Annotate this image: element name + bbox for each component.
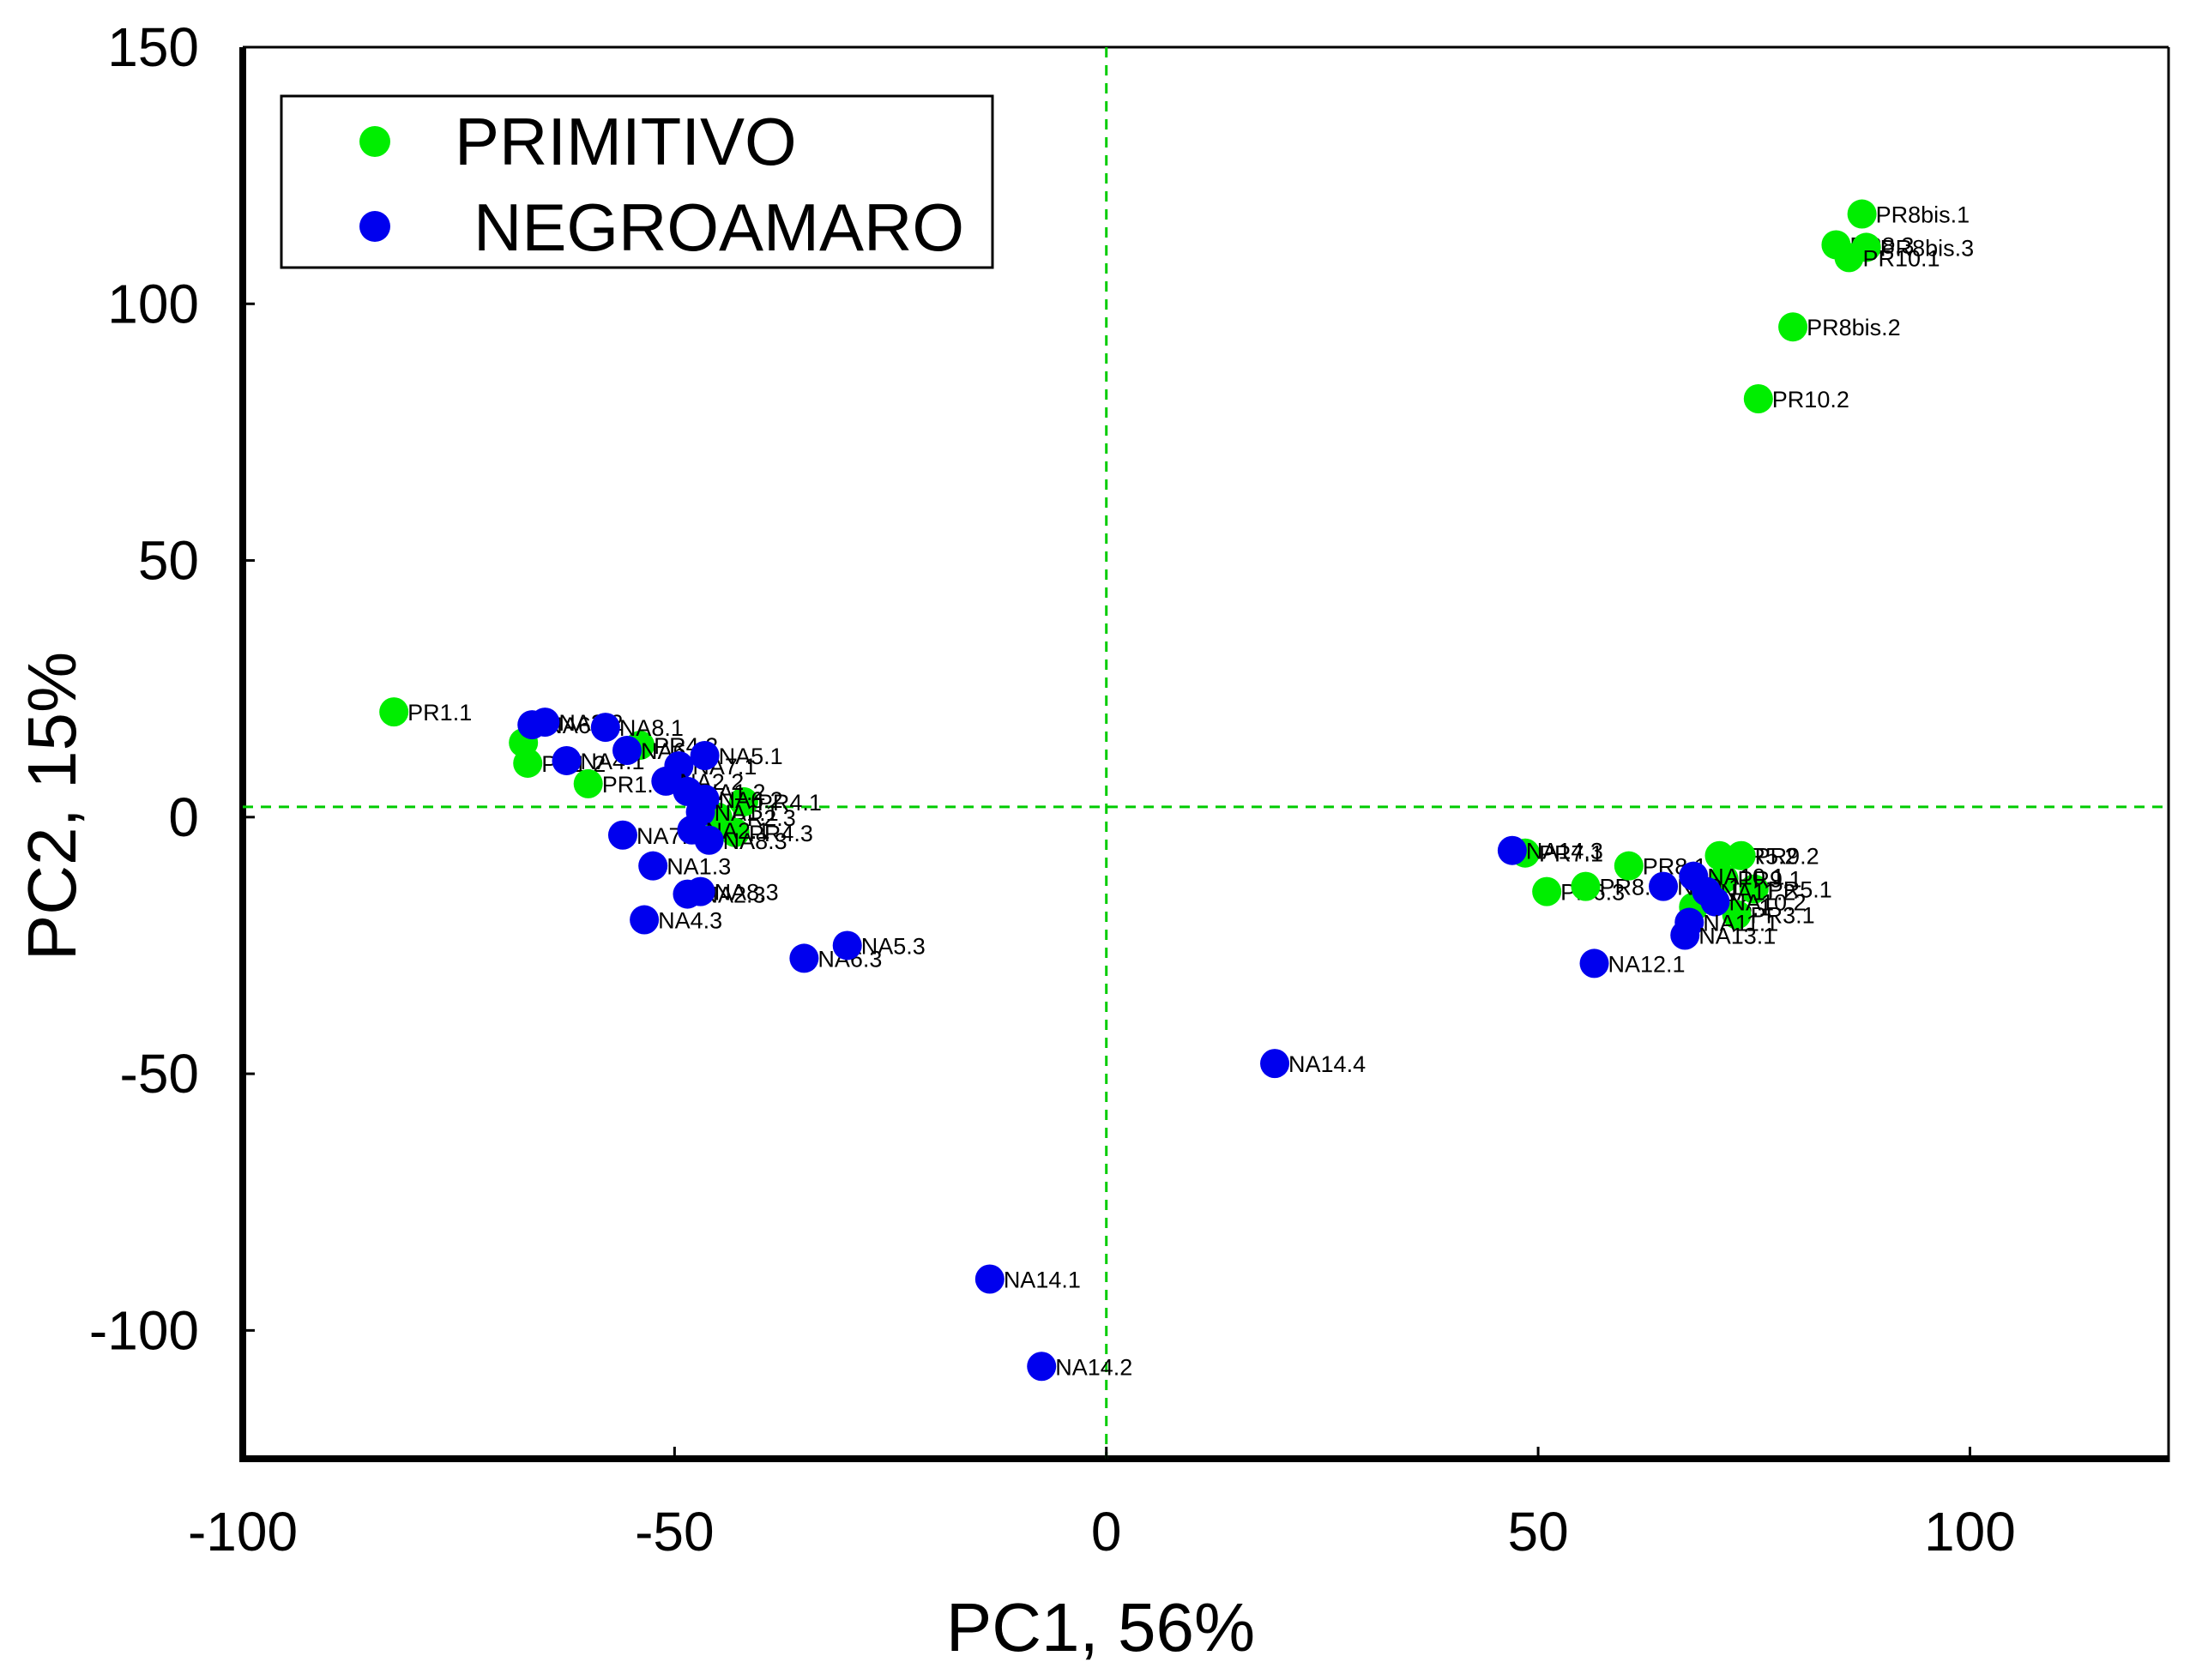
data-points: PR1.1PR1.2PR1.3PR4.2PR2.3PR4.3PR4.1PR8bi… [379, 199, 1975, 1382]
point-primitivo [1778, 312, 1808, 342]
point-label-negroamaro: NA6.2 [719, 787, 783, 813]
point-negroamaro [694, 825, 724, 855]
point-primitivo [1739, 874, 1769, 904]
point-label-negroamaro: NA8.3 [715, 880, 779, 906]
x-tick-label: 0 [1091, 1501, 1122, 1563]
point-primitivo [1726, 840, 1756, 870]
point-negroamaro [789, 943, 819, 973]
point-label-negroamaro: NA12.1 [1608, 951, 1686, 977]
point-primitivo [728, 786, 758, 816]
point-primitivo [1743, 384, 1773, 414]
point-negroamaro [974, 1264, 1005, 1294]
point-label-primitivo: PR9.1 [1738, 867, 1802, 893]
point-label-negroamaro: NA14.4 [1288, 1051, 1366, 1077]
point-label-negroamaro: NA13.1 [1698, 923, 1776, 948]
point-label-primitivo: PR8bis.2 [1807, 315, 1901, 340]
point-primitivo [1614, 851, 1644, 881]
point-primitivo [1532, 876, 1562, 906]
point-negroamaro [607, 820, 637, 850]
point-label-primitivo: PR7.1 [1539, 841, 1603, 867]
point-label-primitivo: PR8bis.1 [1876, 202, 1970, 228]
point-primitivo [1834, 243, 1864, 273]
point-label-primitivo: PR9.2 [1755, 844, 1819, 870]
y-tick-label: -50 [120, 1043, 200, 1105]
point-negroamaro [638, 851, 668, 881]
point-negroamaro [552, 745, 582, 775]
point-label-negroamaro: NA10.1 [1707, 864, 1784, 890]
y-tick-label: -100 [89, 1299, 199, 1361]
y-tick-label: 100 [107, 273, 199, 334]
point-label-primitivo: PR1.1 [407, 700, 472, 726]
point-negroamaro [630, 905, 660, 935]
point-negroamaro [1027, 1352, 1057, 1382]
point-label-primitivo: PR10.1 [1863, 245, 1940, 271]
x-tick-label: 100 [1924, 1501, 2016, 1563]
point-negroamaro [685, 876, 715, 906]
point-label-negroamaro: NA14.1 [1004, 1268, 1081, 1293]
point-primitivo [1704, 840, 1735, 870]
point-label-primitivo: PR5.1 [1768, 877, 1832, 903]
axis-ticks: -100 -50 0 50 100 -100 -50 0 50 100 150 [89, 16, 2016, 1563]
y-axis-title: PC2, 15% [14, 652, 90, 960]
point-primitivo [379, 697, 409, 727]
point-label-primitivo: PR4.3 [749, 821, 813, 846]
reference-lines [243, 47, 2169, 1459]
x-tick-label: -100 [188, 1501, 298, 1563]
x-tick-label: 50 [1507, 1501, 1568, 1563]
legend-marker-negroamaro [359, 211, 390, 242]
point-negroamaro [530, 708, 560, 738]
point-primitivo [720, 817, 750, 847]
point-label-negroamaro: NA14.3 [1526, 839, 1603, 864]
point-primitivo [573, 768, 603, 798]
y-tick-label: 150 [107, 16, 199, 78]
point-label-negroamaro: NA8.3 [723, 828, 787, 854]
point-label-negroamaro: NA10.2 [1728, 890, 1806, 916]
y-tick-label: 50 [138, 530, 199, 592]
point-label-negroamaro: NA14.2 [1055, 1354, 1132, 1380]
point-negroamaro [690, 740, 720, 770]
point-label-primitivo: PR8bis.3 [1880, 235, 1975, 261]
point-negroamaro [1649, 871, 1679, 901]
point-label-negroamaro: NA1.1 [715, 800, 779, 826]
point-primitivo [1571, 871, 1601, 901]
point-label-negroamaro: NA11.2 [1720, 880, 1795, 906]
point-negroamaro [1497, 835, 1527, 865]
point-negroamaro [1260, 1049, 1290, 1079]
legend-box [280, 94, 994, 269]
point-negroamaro [832, 930, 862, 960]
point-primitivo [1847, 199, 1877, 229]
y-tick-label: 0 [168, 786, 199, 848]
point-label-primitivo: PR10.2 [1772, 387, 1849, 412]
legend: PRIMITIVO NEGROAMARO [280, 94, 994, 269]
x-tick-label: -50 [635, 1501, 715, 1563]
point-negroamaro [1670, 920, 1700, 950]
point-label-negroamaro: NA1.3 [667, 854, 731, 880]
point-negroamaro [651, 766, 681, 796]
point-label-primitivo: PR3.1 [1751, 903, 1815, 929]
point-label-negroamaro: NA5.1 [719, 744, 783, 769]
legend-marker-primitivo [359, 126, 390, 157]
point-label-primitivo: PR4.1 [757, 790, 822, 816]
point-negroamaro [1579, 948, 1609, 978]
legend-label-primitivo: PRIMITIVO [455, 104, 797, 179]
legend-label-negroamaro: NEGROAMARO [474, 190, 964, 265]
x-axis-title: PC1, 56% [946, 1589, 1255, 1665]
point-primitivo [1722, 900, 1752, 930]
point-primitivo [513, 748, 543, 778]
plot-frame [239, 45, 2170, 1462]
point-negroamaro [612, 736, 642, 766]
point-label-negroamaro: NA5.3 [861, 933, 926, 959]
point-negroamaro [590, 713, 620, 743]
point-label-negroamaro: NA4.3 [658, 908, 722, 934]
point-negroamaro [1700, 887, 1730, 917]
point-label-negroamaro: NA11.1 [1703, 911, 1778, 936]
